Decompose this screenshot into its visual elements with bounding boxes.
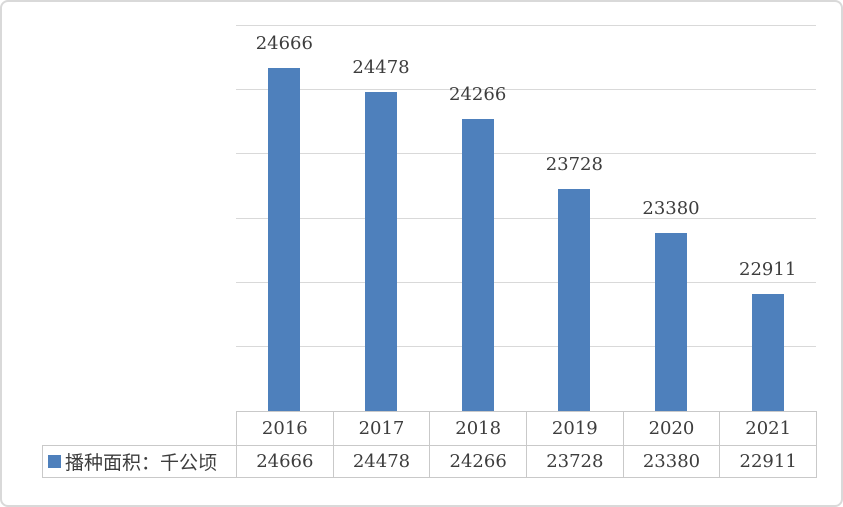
bar-value-label: 24266 [449,84,507,106]
bar-value-label: 23728 [545,153,603,175]
value-cell: 23380 [622,445,721,478]
gridline [236,153,816,155]
bar-2016 [268,67,301,411]
value-cell: 24478 [332,445,431,478]
bar-value-label: 23380 [642,198,700,220]
year-cell: 2017 [332,411,431,446]
legend: 播种面积：千公顷 [42,445,237,478]
bar-2018 [461,119,494,411]
gridline [236,281,816,283]
gridline [236,88,816,90]
value-cell: 23728 [526,445,624,478]
year-cell: 2019 [526,411,624,446]
year-cell: 2020 [622,411,721,446]
value-cell: 24266 [429,445,527,478]
year-cell: 2016 [236,411,334,446]
gridline [236,217,816,219]
year-cell: 2018 [429,411,527,446]
bar-2020 [655,233,687,411]
legend-swatch-icon [48,455,61,468]
bar-2021 [751,293,784,411]
bar-2017 [365,92,397,411]
legend-label: 播种面积：千公顷 [65,452,218,474]
gridline [236,24,816,26]
value-cell: 24666 [236,445,334,478]
bar-value-label: 24478 [352,57,410,79]
gridline [236,346,816,348]
bar-2019 [558,188,591,411]
value-cell: 22911 [719,445,817,478]
bar-value-label: 24666 [255,32,313,54]
year-cell: 2021 [719,411,817,446]
bar-value-label: 22911 [739,258,797,280]
